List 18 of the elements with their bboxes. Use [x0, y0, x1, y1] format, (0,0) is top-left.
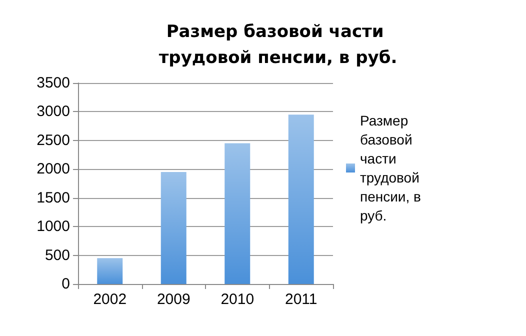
bar [160, 172, 186, 284]
x-tick-label: 2009 [156, 291, 190, 308]
x-tick-label: 2010 [220, 291, 254, 308]
x-tick-label: 2002 [93, 291, 127, 308]
y-tick-label: 2000 [36, 160, 70, 178]
y-tick-label: 0 [62, 276, 70, 292]
y-tick-label: 2500 [36, 132, 70, 149]
bar [224, 143, 250, 284]
x-tick-label: 2011 [284, 291, 318, 308]
y-tick-label: 1000 [36, 218, 70, 236]
y-tick-label: 1500 [36, 189, 70, 206]
bar [97, 258, 123, 284]
y-tick-label: 3000 [36, 103, 70, 120]
chart-title: Размер базовой части трудовой пенсии, в руб. [158, 22, 398, 68]
legend-label: Размер базовой части трудовой пенсии, в руб. [360, 112, 425, 224]
y-tick-label: 500 [44, 246, 70, 264]
bar [288, 114, 314, 284]
y-tick-label: 3500 [36, 74, 70, 92]
